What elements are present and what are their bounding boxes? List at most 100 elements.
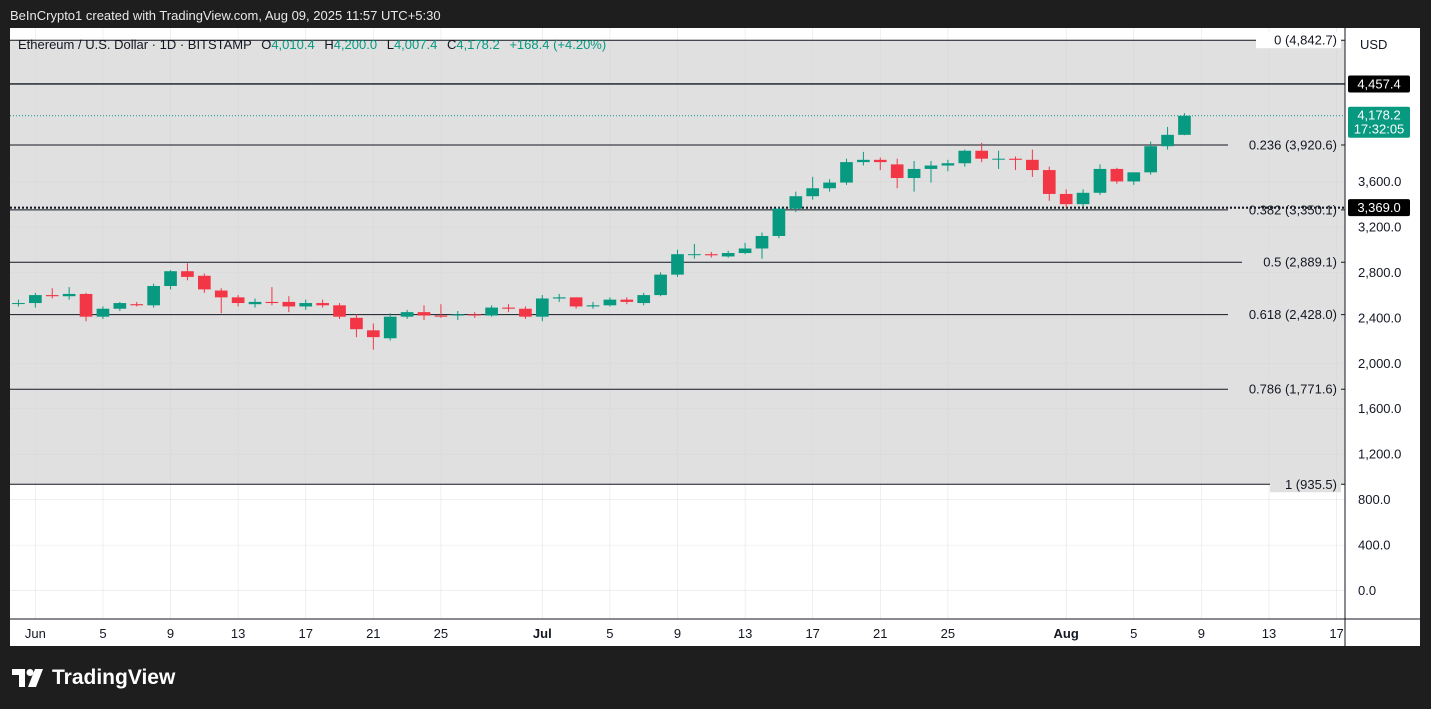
candle-body: [1042, 170, 1056, 194]
high-value: 4,200.0: [333, 37, 378, 52]
candle: [806, 176, 820, 200]
candle: [840, 158, 853, 185]
candle-body: [451, 314, 465, 316]
grid-layer: [10, 28, 1345, 619]
open-label: O: [261, 37, 272, 52]
candle: [366, 323, 380, 350]
candle: [1178, 113, 1191, 136]
candle: [873, 157, 887, 171]
candle: [569, 297, 583, 309]
candle-body: [299, 303, 313, 307]
candle: [1127, 172, 1141, 185]
chart-panel[interactable]: 0 (4,842.7) 0.236 (3,920.6) 0.382 (3,350.1…: [10, 28, 1420, 646]
x-tick-label: Aug: [1054, 626, 1079, 641]
candle-body: [857, 159, 870, 163]
y-tick-label: 400.0: [1358, 538, 1391, 553]
candlestick-chart[interactable]: 0 (4,842.7) 0.236 (3,920.6) 0.382 (3,350.1…: [10, 28, 1420, 646]
candle-body: [1026, 159, 1039, 171]
candle: [1110, 167, 1124, 184]
candle-body: [552, 297, 566, 299]
candle: [147, 283, 160, 308]
x-tick-label: 9: [1198, 626, 1205, 641]
candle-body: [468, 314, 482, 316]
candle-body: [29, 295, 42, 304]
candles-layer: [12, 113, 1191, 350]
candle: [857, 151, 870, 166]
candle: [586, 301, 600, 309]
candle: [451, 310, 465, 321]
candle: [231, 295, 245, 307]
candle: [485, 305, 498, 317]
candle: [45, 288, 59, 299]
candle: [468, 312, 482, 318]
candle-body: [907, 168, 921, 179]
candle-body: [755, 235, 769, 249]
candle: [79, 292, 93, 322]
x-tick-label: 5: [99, 626, 106, 641]
fib-levels-layer: 0 (4,842.7) 0.236 (3,920.6) 0.382 (3,350.1…: [10, 32, 1345, 493]
candle-body: [485, 307, 498, 316]
candle-body: [873, 159, 887, 163]
support-price-label-bg: [1348, 199, 1410, 217]
candle-body: [1093, 168, 1107, 193]
fib-label-bg: [1228, 306, 1341, 323]
y-tick-label: 1,200.0: [1358, 447, 1401, 462]
candle-body: [147, 285, 160, 306]
candle-body: [164, 271, 177, 286]
candle-body: [1009, 158, 1022, 160]
candle-body: [620, 299, 634, 302]
candle-body: [1161, 134, 1174, 147]
candle: [704, 251, 718, 258]
candle-body: [721, 253, 735, 257]
candle: [282, 296, 296, 313]
candle-body: [417, 312, 431, 316]
candle-body: [806, 188, 820, 197]
candle-body: [333, 305, 346, 317]
y-tick-label: 3,600.0: [1358, 174, 1401, 189]
fib-label-bg: [1270, 476, 1341, 493]
candle: [333, 303, 346, 319]
footer-brand: TradingView: [12, 666, 175, 690]
candle: [738, 242, 752, 255]
candle-body: [823, 182, 836, 189]
candle-body: [1076, 192, 1090, 205]
close-label: C: [446, 37, 457, 52]
x-tick-label: 17: [805, 626, 819, 641]
x-tick-label: 5: [606, 626, 613, 641]
x-tick-label: 25: [941, 626, 955, 641]
candle-body: [96, 308, 110, 317]
candle: [350, 314, 363, 338]
candle: [992, 150, 1005, 169]
fib-label: 0.618 (2,428.0): [1249, 307, 1337, 322]
tradingview-brand-text: TradingView: [52, 666, 176, 689]
fib-label: 1 (935.5): [1285, 477, 1337, 492]
candle-body: [366, 330, 380, 338]
x-tick-label: 5: [1130, 626, 1137, 641]
candle-body: [519, 308, 532, 317]
x-tick-label: 25: [434, 626, 448, 641]
chart-attribution: BeInCrypto1 created with TradingView.com…: [10, 8, 441, 23]
candle: [164, 270, 177, 290]
candle: [688, 243, 701, 259]
ohlc-legend: Ethereum / U.S. Dollar · 1D · BITSTAMP O…: [18, 37, 606, 52]
candle-body: [248, 301, 262, 305]
fib-label: 0.382 (3,350.1): [1249, 202, 1337, 217]
candle-body: [1127, 172, 1141, 182]
price-labels-layer: 4,457.4 4,178.217:32:05 3,369.0: [1348, 75, 1410, 217]
candle: [316, 299, 329, 308]
y-tick-label: 2,800.0: [1358, 265, 1401, 280]
candle: [535, 295, 549, 322]
last-price-label: 4,178.2: [1357, 108, 1400, 123]
candle-body: [130, 304, 144, 306]
y-tick-label: 1,600.0: [1358, 401, 1401, 416]
candle: [1042, 166, 1056, 201]
candle-body: [214, 290, 228, 298]
candle-body: [1110, 168, 1124, 182]
open-value: 4,010.4: [271, 37, 315, 52]
candle-body: [316, 303, 329, 306]
candle-body: [958, 150, 972, 164]
x-tick-label: 17: [298, 626, 312, 641]
candle-body: [265, 301, 279, 304]
candle: [130, 301, 144, 307]
candle-body: [1178, 115, 1191, 135]
